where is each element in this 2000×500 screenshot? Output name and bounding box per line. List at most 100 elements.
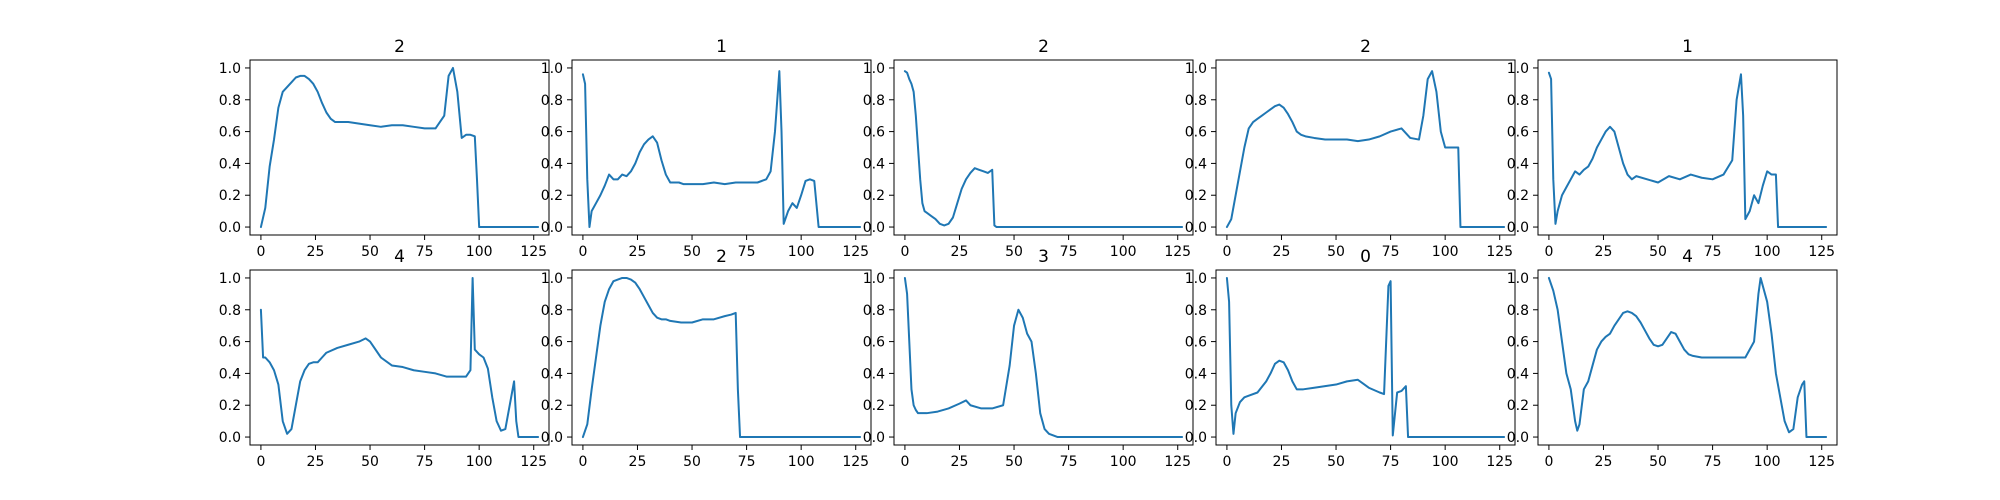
axes-frame [249, 59, 550, 236]
y-tick-label: 0.2 [863, 398, 885, 414]
series-line [581, 70, 862, 229]
x-tick-label: 0 [1544, 244, 1553, 260]
axes-frame [571, 59, 872, 236]
y-tick-label: 0.2 [1507, 398, 1529, 414]
x-tick-label: 100 [1432, 454, 1459, 470]
y-tick-label: 0.2 [863, 188, 885, 204]
y-tick-label: 0.8 [219, 93, 241, 109]
subplot-3: 0 25 50 75 100 125 0.0 0.2 0.4 0.6 0.8 1.0 2 [863, 37, 1194, 260]
x-tick-label: 125 [1486, 244, 1513, 260]
y-tick-label: 1.0 [219, 271, 241, 287]
y-tick-label: 0.6 [541, 125, 563, 141]
y-tick-label: 0.6 [1185, 125, 1207, 141]
panel-title: 1 [1682, 37, 1693, 57]
subplot-10: 0 25 50 75 100 125 0.0 0.2 0.4 0.6 0.8 1.0 4 [1507, 247, 1838, 470]
y-tick-label: 0.2 [219, 188, 241, 204]
y-tick-label: 0.0 [219, 220, 241, 236]
x-tick-label: 0 [578, 244, 587, 260]
y-tick-label: 0.8 [1185, 303, 1207, 319]
x-tick-label: 75 [1704, 244, 1722, 260]
y-tick-label: 0.6 [863, 335, 885, 351]
x-tick-label: 75 [416, 244, 434, 260]
panel-title: 2 [394, 37, 405, 57]
x-tick-label: 75 [1060, 244, 1078, 260]
subplot-4: 0 25 50 75 100 125 0.0 0.2 0.4 0.6 0.8 1.0 2 [1185, 37, 1516, 260]
y-tick-label: 0.0 [219, 430, 241, 446]
x-tick-label: 125 [842, 454, 869, 470]
x-tick-label: 25 [951, 454, 969, 470]
y-tick-label: 0.6 [863, 125, 885, 141]
y-tick-label: 0.8 [219, 303, 241, 319]
x-tick-label: 0 [1544, 454, 1553, 470]
panel-title: 2 [1360, 37, 1371, 57]
panel-title: 3 [1038, 247, 1049, 267]
x-tick-label: 25 [951, 244, 969, 260]
y-tick-label: 0.0 [1507, 430, 1529, 446]
series-line [1547, 71, 1828, 229]
y-tick-label: 0.8 [1507, 303, 1529, 319]
x-tick-label: 25 [1595, 244, 1613, 260]
y-tick-label: 0.4 [1507, 156, 1529, 172]
x-tick-label: 0 [1222, 244, 1231, 260]
y-tick-label: 1.0 [219, 61, 241, 77]
x-tick-label: 0 [256, 454, 265, 470]
series-line [903, 70, 1184, 229]
y-tick-label: 0.6 [219, 335, 241, 351]
x-tick-label: 100 [1754, 454, 1781, 470]
series-line [259, 66, 540, 229]
y-tick-label: 1.0 [1507, 271, 1529, 287]
x-tick-label: 25 [307, 454, 325, 470]
subplot-7: 0 25 50 75 100 125 0.0 0.2 0.4 0.6 0.8 1.0 2 [541, 247, 872, 470]
series-line [1225, 276, 1506, 439]
y-tick-label: 1.0 [863, 61, 885, 77]
x-tick-label: 25 [1273, 454, 1291, 470]
y-tick-label: 1.0 [541, 61, 563, 77]
subplot-5: 0 25 50 75 100 125 0.0 0.2 0.4 0.6 0.8 1.0 1 [1507, 37, 1838, 260]
y-tick-label: 1.0 [1507, 61, 1529, 77]
x-tick-label: 125 [1164, 244, 1191, 260]
axes-frame [1537, 59, 1838, 236]
subplot-1: 0 25 50 75 100 125 0.0 0.2 0.4 0.6 0.8 1.0 2 [219, 37, 550, 260]
x-tick-label: 125 [520, 454, 547, 470]
subplot-8: 0 25 50 75 100 125 0.0 0.2 0.4 0.6 0.8 1.0 3 [863, 247, 1194, 470]
subplot-9: 0 25 50 75 100 125 0.0 0.2 0.4 0.6 0.8 1.0 0 [1185, 247, 1516, 470]
x-tick-label: 75 [1382, 454, 1400, 470]
x-tick-label: 25 [629, 454, 647, 470]
panel-title: 2 [1038, 37, 1049, 57]
y-tick-label: 0.0 [1185, 220, 1207, 236]
x-tick-label: 100 [1110, 244, 1137, 260]
x-tick-label: 125 [842, 244, 869, 260]
y-tick-label: 0.2 [219, 398, 241, 414]
x-tick-label: 100 [1432, 244, 1459, 260]
x-tick-label: 125 [520, 244, 547, 260]
y-tick-label: 0.2 [541, 398, 563, 414]
axes-frame [1215, 269, 1516, 446]
x-tick-label: 50 [1327, 454, 1345, 470]
x-tick-label: 0 [900, 454, 909, 470]
panel-title: 0 [1360, 247, 1371, 267]
x-tick-label: 75 [738, 454, 756, 470]
x-tick-label: 25 [1273, 244, 1291, 260]
y-tick-label: 0.8 [541, 303, 563, 319]
y-tick-label: 0.2 [1185, 188, 1207, 204]
x-tick-label: 75 [1060, 454, 1078, 470]
y-tick-label: 0.8 [863, 93, 885, 109]
axes-frame [1537, 269, 1838, 446]
axes-frame [893, 269, 1194, 446]
axes-frame [571, 269, 872, 446]
y-tick-label: 0.4 [1507, 366, 1529, 382]
y-tick-label: 1.0 [863, 271, 885, 287]
x-tick-label: 75 [1382, 244, 1400, 260]
y-tick-label: 0.0 [1185, 430, 1207, 446]
series-line [259, 276, 540, 439]
panel-title: 2 [716, 247, 727, 267]
y-tick-label: 0.2 [541, 188, 563, 204]
x-tick-label: 100 [788, 454, 815, 470]
x-tick-label: 50 [683, 244, 701, 260]
x-tick-label: 0 [578, 454, 587, 470]
y-tick-label: 0.0 [541, 220, 563, 236]
y-tick-label: 1.0 [541, 271, 563, 287]
series-line [1547, 276, 1828, 439]
y-tick-label: 0.6 [1507, 125, 1529, 141]
subplot-6: 0 25 50 75 100 125 0.0 0.2 0.4 0.6 0.8 1.0 4 [219, 247, 550, 470]
